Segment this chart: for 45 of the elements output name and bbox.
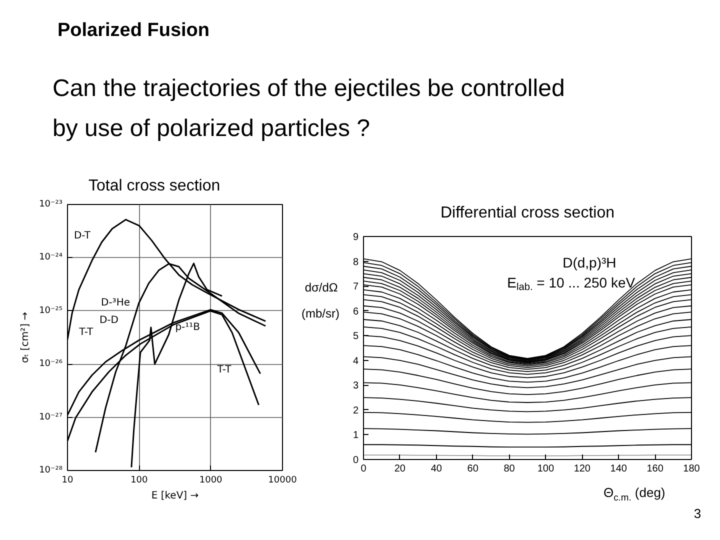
- annotation: T-T: [216, 364, 232, 376]
- y-axis-title: dσ/dΩ (mb/sr): [302, 280, 340, 320]
- y-tick-label: 10⁻²⁷: [39, 412, 63, 422]
- y-tick-label: 10⁻²⁵: [39, 306, 63, 316]
- annotation: p-¹¹B: [175, 322, 200, 334]
- x-tick-label: 160: [646, 464, 664, 474]
- x-tick-label: 80: [504, 464, 516, 474]
- x-tick-label: 40: [430, 464, 442, 474]
- y-tick-label: 6: [352, 306, 359, 318]
- y-tick-label: 10⁻²⁴: [39, 252, 63, 263]
- x-tick-label: 100: [537, 464, 555, 474]
- y-tick-label: 3: [352, 380, 359, 392]
- text: Can the trajectories of the ejectiles be controlled by use of polarized particles ?: [52, 75, 565, 142]
- annotation: D-³He: [101, 297, 130, 308]
- x-axis-title: E [keV] →: [151, 490, 199, 502]
- x-tick-label: 10000: [268, 476, 298, 486]
- x-tick-label: 60: [467, 464, 479, 474]
- y-tick-label: 1: [352, 430, 359, 442]
- y-tick-label: 10⁻²⁶: [39, 359, 63, 370]
- annotation: D-D: [99, 315, 119, 326]
- x-tick-label: 20: [394, 464, 406, 474]
- y-tick-label: 2: [352, 405, 359, 416]
- y-tick-label: 4: [352, 356, 359, 367]
- x-tick-label: 100: [130, 476, 148, 486]
- x-tick-label: 0: [360, 464, 367, 474]
- chart-title: Differential cross section: [440, 204, 614, 222]
- y-tick-label: 5: [352, 331, 359, 342]
- annotation: D(d,p)³H: [562, 254, 616, 271]
- annotation: T-T: [78, 326, 94, 338]
- y-tick-label: 0: [352, 455, 359, 466]
- y-tick-label: 8: [352, 256, 359, 268]
- x-tick-label: 180: [683, 464, 700, 474]
- x-tick-label: 10: [62, 476, 74, 486]
- y-tick-label: 10⁻²⁸: [39, 466, 63, 476]
- y-tick-label: 7: [352, 282, 359, 293]
- x-tick-label: 140: [610, 464, 628, 474]
- y-axis-title: σₜ [cm²] →: [20, 312, 32, 364]
- x-tick-label: 1000: [199, 476, 223, 486]
- y-tick-label: 9: [352, 232, 359, 243]
- text: 3: [694, 506, 702, 521]
- chart-title: Total cross section: [88, 178, 220, 194]
- text: Polarized Fusion: [58, 20, 210, 41]
- x-tick-label: 120: [574, 464, 591, 474]
- annotation: D-T: [74, 230, 92, 242]
- y-tick-label: 10⁻²³: [39, 200, 63, 210]
